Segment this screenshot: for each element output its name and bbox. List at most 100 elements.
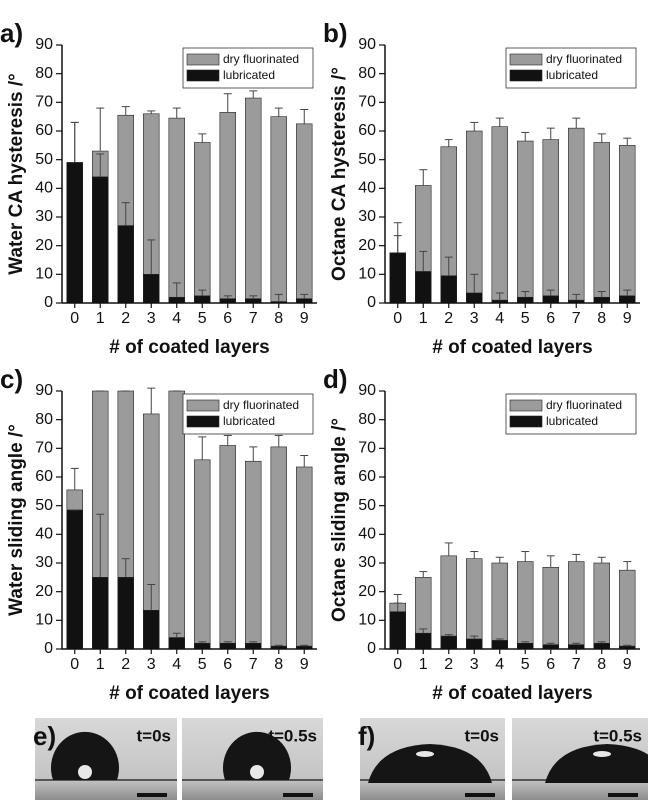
y-tick-label: 80: [35, 411, 53, 428]
y-tick-label: 70: [35, 440, 53, 457]
error-bar: [274, 434, 283, 447]
legend-label: dry fluorinated: [546, 52, 622, 66]
y-axis-title: Octane CA hysteresis /°: [329, 67, 350, 281]
error-bar: [172, 282, 181, 298]
scale-bar: [608, 793, 638, 797]
error-bar: [419, 169, 428, 186]
error-bar: [623, 289, 632, 296]
error-bar: [198, 133, 207, 143]
y-tick-label: 30: [35, 208, 53, 225]
error-bar: [300, 455, 309, 467]
x-tick-label: 9: [300, 310, 309, 327]
error-bar: [495, 292, 504, 301]
bar: [117, 225, 134, 304]
droplet: [545, 744, 648, 783]
error-bar: [198, 641, 207, 644]
bar: [466, 638, 483, 650]
y-tick-label: 0: [367, 640, 376, 657]
bar: [168, 390, 185, 650]
error-bar: [597, 291, 606, 298]
x-tick-label: 5: [198, 656, 207, 673]
error-bar: [546, 289, 555, 296]
bar: [491, 126, 508, 304]
y-tick-label: 70: [358, 440, 376, 457]
y-tick-label: 10: [35, 266, 53, 283]
y-tick-label: 50: [35, 497, 53, 514]
x-tick-label: 8: [274, 656, 283, 673]
y-tick-label: 0: [44, 640, 53, 657]
x-tick-label: 6: [546, 656, 555, 673]
droplet-highlight: [250, 765, 264, 779]
bar: [517, 642, 534, 650]
x-tick-label: 7: [572, 310, 581, 327]
error-bar: [470, 635, 479, 639]
legend-swatch: [186, 53, 220, 66]
bar: [440, 635, 457, 650]
bar: [92, 176, 109, 304]
error-bar: [393, 594, 402, 604]
x-tick-label: 0: [70, 656, 79, 673]
droplet: [368, 744, 492, 783]
panel-label: d): [323, 364, 348, 394]
y-tick-label: 20: [35, 583, 53, 600]
error-bar: [274, 644, 283, 647]
bar: [194, 142, 211, 304]
bar: [270, 446, 287, 650]
error-bar: [249, 641, 258, 644]
error-bar: [223, 93, 232, 113]
x-tick-label: 1: [419, 656, 428, 673]
y-tick-label: 10: [358, 612, 376, 629]
error-bar: [419, 250, 428, 272]
bar: [194, 642, 211, 650]
error-bar: [597, 641, 606, 644]
legend-swatch: [186, 399, 220, 412]
y-axis-title: Octane sliding angle /°: [329, 418, 350, 622]
y-tick-label: 90: [35, 36, 53, 53]
y-tick-label: 50: [358, 497, 376, 514]
x-tick-label: 9: [623, 656, 632, 673]
error-bar: [147, 239, 156, 275]
bar: [194, 459, 211, 650]
error-bar: [223, 434, 232, 446]
bar: [389, 611, 406, 650]
error-bar: [419, 628, 428, 634]
error-bar: [521, 551, 530, 562]
y-tick-label: 10: [35, 612, 53, 629]
y-tick-label: 30: [358, 208, 376, 225]
error-bar: [444, 139, 453, 147]
bar: [619, 145, 636, 304]
bar: [415, 632, 432, 650]
bar: [415, 271, 432, 304]
panel-label: e): [33, 721, 56, 751]
bar: [593, 296, 610, 304]
bar: [168, 296, 185, 304]
y-tick-label: 80: [35, 65, 53, 82]
x-tick-label: 0: [70, 310, 79, 327]
droplet-highlight: [416, 751, 434, 757]
bar: [219, 112, 236, 304]
error-bar: [249, 90, 258, 99]
x-tick-label: 0: [393, 310, 402, 327]
error-bar: [597, 556, 606, 563]
error-bar: [444, 256, 453, 276]
error-bar: [572, 117, 581, 129]
y-tick-label: 30: [35, 554, 53, 571]
error-bar: [495, 117, 504, 127]
legend-swatch: [509, 53, 543, 66]
bar: [440, 275, 457, 304]
y-tick-label: 30: [358, 554, 376, 571]
bar: [219, 642, 236, 650]
bar: [568, 127, 585, 304]
bar: [593, 642, 610, 650]
bar: [593, 142, 610, 304]
bar: [517, 561, 534, 650]
y-tick-label: 20: [358, 583, 376, 600]
y-tick-label: 50: [35, 151, 53, 168]
legend-label: dry fluorinated: [546, 398, 622, 412]
y-tick-label: 40: [35, 526, 53, 543]
y-tick-label: 70: [35, 94, 53, 111]
droplet-highlight: [593, 751, 611, 757]
y-tick-label: 60: [35, 468, 53, 485]
y-tick-label: 40: [35, 180, 53, 197]
